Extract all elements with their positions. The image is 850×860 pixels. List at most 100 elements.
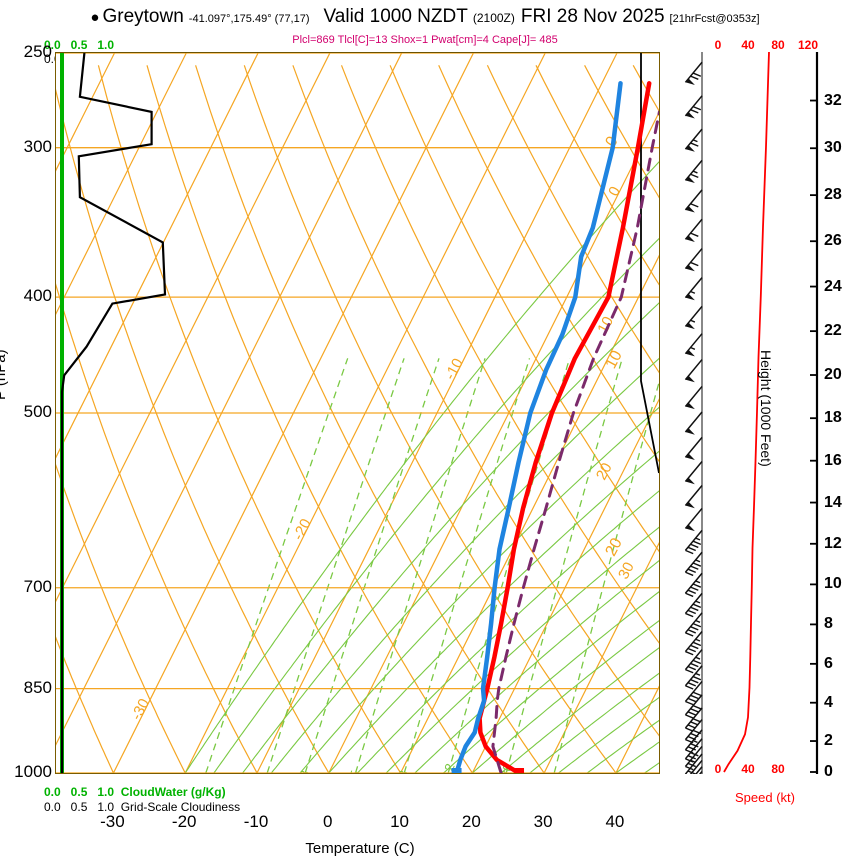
profile-dewpoint-line (454, 81, 623, 773)
dry-adiabat-line (340, 65, 659, 644)
mixing-ratio-label: 3 (296, 769, 313, 773)
saturated-adiabat-line (184, 161, 659, 773)
wind-barb (684, 461, 703, 485)
pressure-tick-label: 400 (23, 286, 52, 306)
surface-temperature-marker (514, 768, 525, 773)
saturated-adiabat-line (558, 696, 659, 773)
temperature-tick-label: 0 (323, 812, 333, 831)
height-tick-label: 16 (824, 451, 842, 469)
temperature-tick-label: -20 (171, 812, 197, 831)
wind-barb (684, 729, 703, 754)
sounding-parameters: Plcl=869 Tlcl[C]=13 Shox=1 Pwat[cm]=4 Ca… (292, 34, 558, 46)
isotherm-line (56, 53, 187, 315)
isotherm-line (543, 541, 659, 773)
height-tick-label: 12 (824, 534, 842, 552)
page-title: ● Greytown -41.097°,175.49° (77,17) Vali… (0, 6, 850, 34)
pressure-tick-label: 500 (23, 402, 52, 421)
mixing-ratio-line (205, 358, 349, 773)
station-bullet-icon: ● (90, 9, 100, 26)
isotherm-label: 0 (657, 80, 659, 95)
height-axis-ticks (810, 52, 819, 774)
cloudwater-top-scale: 0.0 0.5 1.0 (44, 38, 115, 52)
isotherm-label: 30 (615, 559, 638, 582)
height-tick-label: 30 (824, 139, 842, 157)
mixing-ratio-line (304, 358, 440, 773)
height-tick-label: 2 (824, 732, 833, 750)
skewt-diagram: 3581220-30-20-100010203001020 (56, 53, 659, 773)
saturated-adiabat-line (270, 357, 659, 773)
skewt-plot-area: 3581220-30-20-100010203001020 (55, 52, 660, 774)
mixing-ratio-line (553, 380, 659, 773)
saturated-adiabat-line (529, 672, 659, 773)
wind-barb (684, 436, 703, 460)
surface-dewpoint-marker (451, 768, 462, 773)
height-tick-label: 8 (824, 615, 833, 633)
domain-boundary-line (640, 53, 659, 474)
mixing-ratio-label: 12 (439, 762, 458, 773)
height-axis (808, 52, 820, 774)
saturated-adiabat-line (242, 302, 659, 773)
wind-barb-diagram (684, 52, 703, 774)
wind-barb (689, 759, 703, 774)
mixing-ratio-line (354, 358, 486, 773)
station-name: Greytown (102, 6, 184, 27)
wind-barb-panel (668, 52, 718, 774)
mixing-ratio-line (505, 358, 623, 773)
temperature-tick-label: 40 (605, 812, 625, 831)
wind-barb (684, 248, 703, 272)
dry-adiabat-line (243, 65, 617, 773)
profile-temperature-line (477, 81, 652, 773)
speed-tick-label: 80 (771, 38, 785, 52)
wind-barb (684, 189, 703, 213)
saturated-adiabat-line (414, 560, 659, 773)
wind-barb (684, 745, 703, 771)
temperature-tick-label: 10 (390, 812, 410, 831)
dry-adiabat-line (56, 283, 258, 773)
wind-barb (684, 665, 703, 690)
wind-barb (684, 411, 703, 435)
pressure-tick-label: 250 (23, 42, 52, 61)
height-tick-label: 26 (824, 232, 842, 250)
wind-barb (684, 333, 703, 357)
isotherm-label: 0 (605, 184, 624, 199)
station-coordinates: -41.097°,175.49° (77,17) (188, 13, 310, 25)
dry-adiabat-line (195, 65, 545, 773)
speed-tick-label-bottom: 0 (714, 762, 722, 776)
wind-barb (684, 385, 703, 410)
height-tick-label: 28 (824, 186, 842, 204)
height-tick-label: 22 (824, 322, 842, 340)
mixing-ratio-label: 8 (395, 769, 412, 773)
saturated-adiabat-line (500, 647, 659, 773)
wind-barb (684, 649, 703, 674)
mixing-ratio-line (447, 358, 571, 773)
isotherm-label: 10 (603, 348, 626, 372)
pressure-tick-label: 850 (23, 677, 52, 697)
dry-adiabat-line (56, 464, 186, 773)
speed-tick-label: 120 (797, 38, 819, 52)
cloudiness-bottom-scale: 0.0 0.5 1.0 Grid-Scale Cloudiness (44, 800, 241, 814)
wind-barb (684, 680, 703, 706)
wind-barb (684, 95, 703, 119)
valid-date: FRI 28 Nov 2025 (520, 6, 665, 27)
cloudwater-bottom-scale: 0.0 0.5 1.0 CloudWater (g/Kg) (44, 785, 226, 799)
height-tick-label: 20 (824, 366, 842, 383)
wind-barb (684, 612, 703, 637)
temperature-tick-label: -10 (243, 812, 269, 831)
speed-profile-panel (718, 51, 810, 774)
saturated-adiabat-line (299, 406, 659, 773)
valid-time: Valid 1000 NZDT (323, 6, 468, 27)
speed-tick-label-bottom: 80 (771, 762, 785, 776)
wind-barb (684, 305, 703, 330)
height-tick-label: 24 (824, 277, 842, 295)
wind-barb (684, 507, 703, 532)
wind-barb (684, 359, 703, 383)
height-tick-label: 6 (824, 654, 833, 672)
wind-barb (684, 128, 703, 152)
wind-barb (684, 631, 703, 656)
height-tick-label: 0 (824, 763, 833, 780)
wind-barb (684, 592, 703, 618)
isotherm-label: 10 (594, 314, 617, 337)
isotherm-label: 20 (593, 460, 616, 483)
wind-barb (684, 485, 703, 509)
